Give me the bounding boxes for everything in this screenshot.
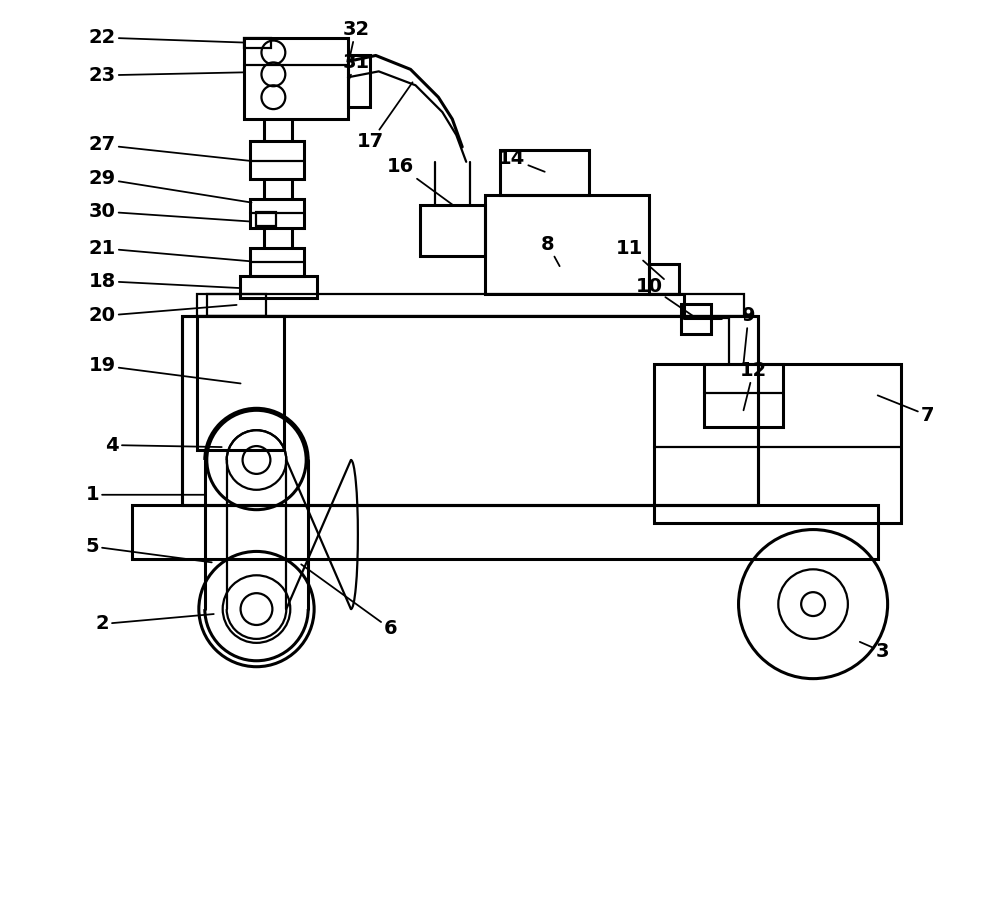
Bar — [681, 304, 711, 334]
Bar — [240, 276, 317, 298]
Text: 23: 23 — [89, 66, 244, 85]
Text: 5: 5 — [86, 537, 212, 563]
Bar — [244, 38, 271, 48]
Text: 9: 9 — [742, 307, 755, 363]
Text: 8: 8 — [541, 235, 560, 266]
Bar — [420, 205, 485, 256]
Bar — [250, 141, 304, 178]
Text: 12: 12 — [740, 361, 767, 410]
Bar — [654, 363, 901, 522]
Text: 17: 17 — [357, 82, 413, 151]
Bar — [704, 363, 783, 427]
Bar — [500, 150, 589, 195]
Text: 6: 6 — [301, 565, 397, 639]
Text: 10: 10 — [636, 276, 696, 318]
Bar — [207, 294, 266, 316]
Text: 21: 21 — [89, 239, 250, 261]
Text: 27: 27 — [89, 135, 250, 161]
Text: 29: 29 — [89, 169, 252, 202]
Bar — [197, 294, 744, 316]
Text: 2: 2 — [96, 614, 214, 633]
Text: 3: 3 — [860, 642, 889, 662]
Text: 7: 7 — [878, 395, 934, 425]
Bar — [132, 505, 878, 559]
Text: 1: 1 — [86, 485, 205, 504]
Text: 31: 31 — [342, 53, 369, 82]
Text: 14: 14 — [498, 149, 545, 172]
Text: 18: 18 — [89, 272, 240, 291]
Text: 11: 11 — [616, 239, 664, 279]
Bar — [250, 199, 304, 229]
Text: 22: 22 — [89, 28, 244, 47]
Bar — [649, 264, 679, 294]
Text: 16: 16 — [387, 157, 452, 205]
Bar — [485, 195, 649, 294]
Text: 30: 30 — [89, 202, 250, 221]
Text: 32: 32 — [342, 20, 369, 65]
Bar — [244, 38, 348, 119]
Bar — [348, 56, 370, 107]
Text: 4: 4 — [106, 436, 222, 455]
Bar — [197, 316, 284, 450]
Bar — [182, 316, 758, 505]
Bar — [256, 212, 276, 226]
Text: 19: 19 — [89, 356, 241, 383]
Text: 20: 20 — [89, 305, 237, 326]
Bar — [250, 248, 304, 276]
